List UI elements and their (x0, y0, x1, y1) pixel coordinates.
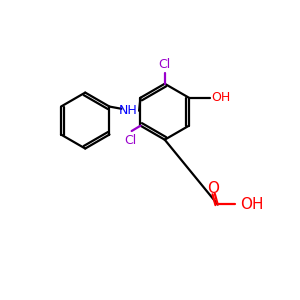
Text: O: O (207, 181, 219, 196)
Text: Cl: Cl (159, 58, 171, 71)
Text: OH: OH (212, 91, 231, 104)
Text: OH: OH (240, 197, 263, 212)
Text: Cl: Cl (124, 134, 136, 147)
Text: NH: NH (118, 104, 137, 117)
